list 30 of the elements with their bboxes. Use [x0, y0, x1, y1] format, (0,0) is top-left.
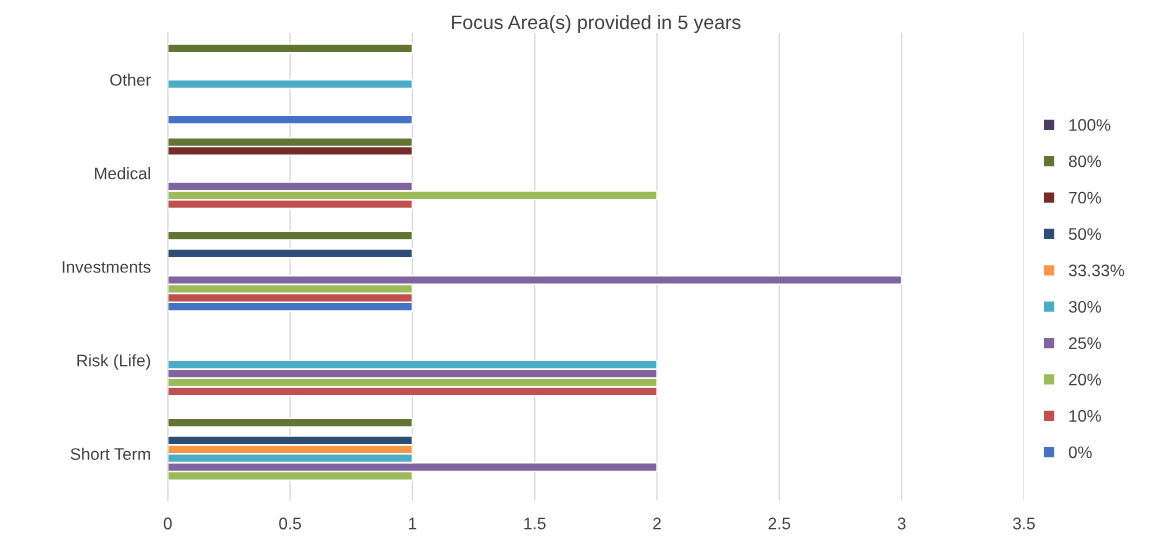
x-tick-label: 3	[897, 517, 906, 530]
y-tick-label: Investments	[62, 261, 151, 273]
legend-label: 25%	[1069, 337, 1101, 350]
x-tick-label: 0	[163, 517, 172, 530]
x-tick-label: 2	[653, 517, 661, 530]
legend-label: 10%	[1069, 410, 1101, 422]
bar	[167, 417, 414, 428]
legend-label: 20%	[1069, 373, 1101, 386]
x-tick-label: 2.5	[768, 517, 791, 530]
legend-label: 80%	[1068, 155, 1101, 168]
legend-label: 50%	[1068, 228, 1101, 240]
y-tick-label: Risk (Life)	[77, 354, 151, 370]
bar	[167, 230, 414, 241]
y-tick-label: Short Term	[70, 447, 150, 460]
x-tick-label: 0.5	[279, 517, 301, 530]
legend-label: 100%	[1069, 119, 1111, 131]
bar	[167, 114, 414, 125]
x-tick-label: 3.5	[1013, 517, 1035, 530]
chart-title: Focus Area(s) provided in 5 years	[452, 14, 741, 34]
x-tick-label: 1.5	[524, 517, 546, 530]
x-tick-label: 1	[409, 517, 417, 530]
legend-label: 33.33%	[1068, 264, 1125, 277]
legend-label: 0%	[1068, 446, 1092, 459]
bar	[167, 248, 414, 259]
legend-label: 30%	[1068, 300, 1101, 313]
legend-label: 70%	[1069, 191, 1101, 204]
y-tick-label: Medical	[95, 167, 150, 180]
y-tick-label: Other	[110, 73, 151, 86]
bar	[167, 43, 414, 54]
bar	[167, 79, 414, 90]
